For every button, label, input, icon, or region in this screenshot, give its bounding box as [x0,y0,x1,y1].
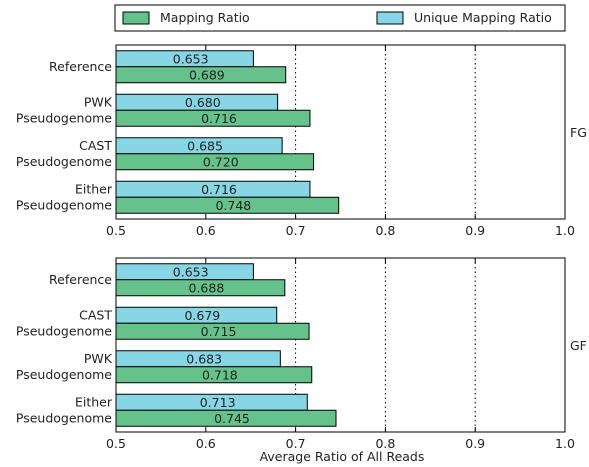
bar-value-label: 0.683 [186,351,222,366]
panels: 0.6530.689Reference0.6800.716PWKPseudoge… [16,44,587,451]
x-tick-label: 0.6 [196,436,216,451]
x-tick-label: 0.5 [106,223,126,238]
category-label: PWK [84,94,113,109]
bar-value-label: 0.748 [215,198,251,213]
category-label: Pseudogenome [16,367,112,382]
category-label: Reference [49,59,112,74]
x-axis-label: Average Ratio of All Reads [260,449,425,464]
legend-label-unique-mapping-ratio: Unique Mapping Ratio [414,10,552,25]
bar-value-label: 0.653 [173,51,209,66]
x-tick-label: 1.0 [555,436,575,451]
x-tick-label: 0.7 [286,223,306,238]
category-label: CAST [79,138,112,153]
x-tick-label: 0.9 [465,436,485,451]
bar-value-label: 0.715 [201,324,237,339]
category-label: Pseudogenome [16,410,112,425]
panel-label: GF [570,338,587,353]
panel-fg: 0.6530.689Reference0.6800.716PWKPseudoge… [16,44,587,238]
bar-value-label: 0.653 [173,264,209,279]
category-label: Pseudogenome [16,154,112,169]
category-label: CAST [79,307,112,322]
x-tick-label: 0.5 [106,436,126,451]
category-label: Either [75,394,113,409]
legend: Mapping Ratio Unique Mapping Ratio [114,4,566,32]
bar-value-label: 0.716 [201,182,237,197]
bar-value-label: 0.713 [200,395,236,410]
bar-value-label: 0.679 [184,308,220,323]
bar-value-label: 0.680 [185,95,221,110]
legend-swatch-unique-mapping-ratio [376,11,404,25]
bar-value-label: 0.745 [214,411,250,426]
x-tick-label: 0.9 [465,223,485,238]
plot-frame [115,257,566,433]
category-label: Reference [49,272,112,287]
bar-value-label: 0.685 [187,138,223,153]
category-label: Pseudogenome [16,110,112,125]
x-tick-label: 1.0 [555,223,575,238]
x-tick-label: 0.7 [286,436,306,451]
bar-value-label: 0.689 [189,67,225,82]
category-label: Pseudogenome [16,197,112,212]
x-tick-label: 0.8 [375,223,395,238]
bar-value-label: 0.720 [203,154,239,169]
category-label: Either [75,181,113,196]
legend-label-mapping-ratio: Mapping Ratio [160,10,250,25]
legend-frame [114,4,566,32]
bar-value-label: 0.716 [201,111,237,126]
panel-label: FG [570,125,587,140]
category-label: Pseudogenome [16,323,112,338]
bar-value-label: 0.718 [202,367,238,382]
category-label: PWK [84,351,113,366]
bar-value-label: 0.688 [189,280,225,295]
legend-swatch-mapping-ratio [122,11,150,25]
x-tick-label: 0.8 [375,436,395,451]
x-tick-label: 0.6 [196,223,216,238]
plot-frame [115,44,566,220]
panel-gf: 0.6530.688Reference0.6790.715CASTPseudog… [16,257,587,451]
